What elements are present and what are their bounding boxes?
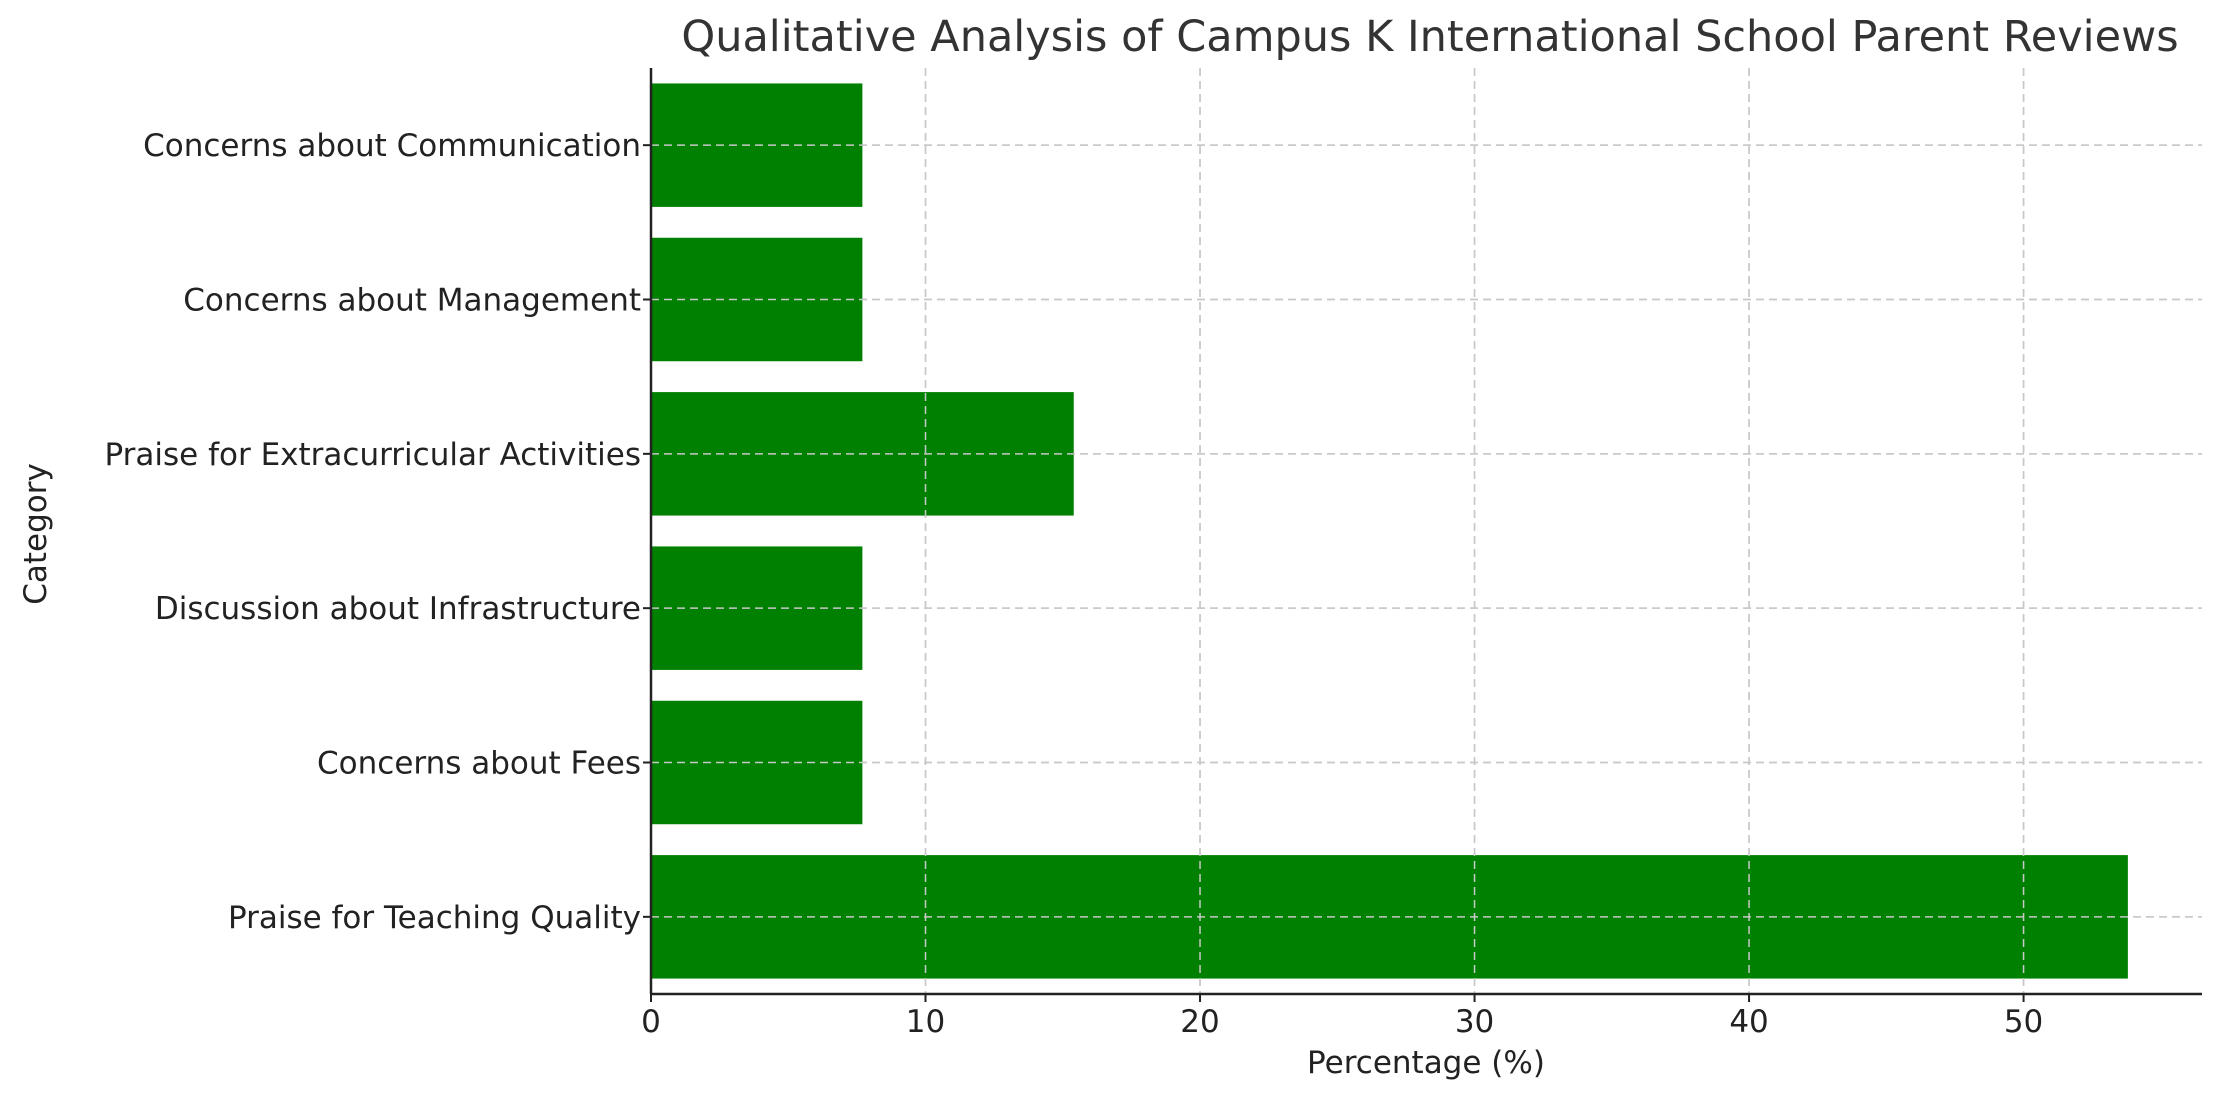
chart-title: Qualitative Analysis of Campus K Interna… <box>681 12 2178 62</box>
y-tick-label-4: Concerns about Management <box>183 283 641 319</box>
x-tick-label-0: 0 <box>641 1004 661 1040</box>
y-tick-label-1: Concerns about Fees <box>317 746 641 782</box>
bars <box>651 83 2128 979</box>
bar-0 <box>651 855 2128 979</box>
y-axis-label: Category <box>18 463 54 605</box>
y-tick-label-5: Concerns about Communication <box>143 128 641 164</box>
x-tick-label-4: 40 <box>1729 1004 1768 1040</box>
x-axis-label: Percentage (%) <box>1307 1045 1545 1081</box>
x-tick-label-3: 30 <box>1455 1004 1494 1040</box>
y-tick-label-3: Praise for Extracurricular Activities <box>105 437 641 473</box>
y-tick-label-0: Praise for Teaching Quality <box>228 900 641 936</box>
x-tick-label-2: 20 <box>1180 1004 1219 1040</box>
x-axis-ticks: 0 10 20 30 40 50 <box>641 994 2043 1040</box>
x-tick-label-1: 10 <box>906 1004 945 1040</box>
axes <box>649 68 2202 996</box>
y-axis-ticks: Praise for Teaching Quality Concerns abou… <box>105 128 651 936</box>
x-tick-label-5: 50 <box>2004 1004 2043 1040</box>
y-tick-label-2: Discussion about Infrastructure <box>155 591 641 627</box>
